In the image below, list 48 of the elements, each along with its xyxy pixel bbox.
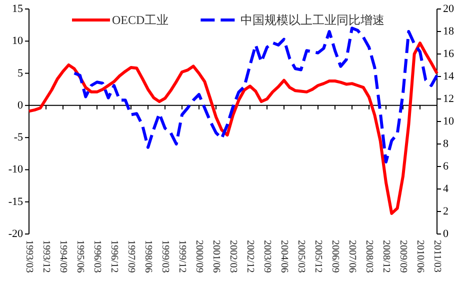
- line-series: [28, 42, 438, 215]
- y2-tick-label: 6: [443, 160, 449, 172]
- x-tick-label: 1995/06: [74, 240, 86, 273]
- y-tick-label: 15: [12, 3, 24, 15]
- legend-label: 中国规模以上工业同比增速: [240, 13, 385, 27]
- x-tick-label: 2008/03: [364, 240, 374, 273]
- y2-tick-label: 18: [443, 26, 454, 38]
- y2-tick-label: 20: [443, 3, 454, 15]
- x-tick-label: 1993/03: [24, 240, 34, 273]
- x-tick-label: 1996/03: [92, 240, 102, 273]
- x-tick-label: 2006/09: [330, 240, 340, 273]
- y-tick-label: -10: [8, 164, 24, 176]
- y-tick-label: 5: [18, 67, 24, 80]
- x-tick-label: 2009/09: [398, 240, 408, 273]
- y-tick-label: -5: [14, 132, 24, 144]
- x-tick-label: 2002/03: [228, 240, 238, 273]
- x-tick-label: 2001/06: [210, 240, 222, 273]
- x-tick-label: 2010/06: [414, 240, 426, 273]
- x-tick-label: 1997/09: [126, 240, 136, 273]
- y2-tick-label: 2: [443, 206, 448, 218]
- legend-label: OECD工业: [112, 13, 169, 27]
- y2-tick-label: 4: [443, 183, 449, 195]
- y2-tick-label: 12: [443, 93, 454, 105]
- y2-tick-label: 8: [443, 138, 449, 150]
- x-tick-label: 1996/12: [108, 240, 120, 273]
- x-tick-label: 2003/09: [262, 240, 272, 273]
- x-tick-label: 2011/03: [432, 240, 442, 272]
- x-tick-label: 2002/12: [244, 240, 256, 273]
- y2-tick-label: 14: [443, 70, 454, 82]
- y2-tick-label: 10: [443, 116, 454, 128]
- x-tick-label: 2005/03: [296, 240, 306, 273]
- x-tick-label: 1999/12: [176, 240, 188, 273]
- line-series: [72, 26, 438, 164]
- x-tick-label: 1999/03: [160, 240, 170, 273]
- x-tick-label: 1998/06: [142, 240, 154, 273]
- x-tick-label: 2005/12: [312, 240, 324, 273]
- y-tick-label: 10: [12, 35, 24, 48]
- x-tick-label: 2004/06: [278, 240, 290, 273]
- x-tick-label: 1994/09: [58, 240, 68, 273]
- x-tick-label: 2008/12: [380, 240, 392, 273]
- y2-tick-label: 0: [443, 228, 449, 240]
- y-tick-label: 0: [18, 99, 24, 112]
- y-tick-label: -20: [8, 228, 24, 240]
- y2-tick-label: 16: [443, 48, 454, 60]
- x-tick-label: 2007/06: [346, 240, 358, 273]
- x-tick-label: 2000/09: [194, 240, 204, 273]
- x-tick-label: 1993/12: [40, 240, 52, 273]
- y-tick-label: -15: [8, 196, 24, 208]
